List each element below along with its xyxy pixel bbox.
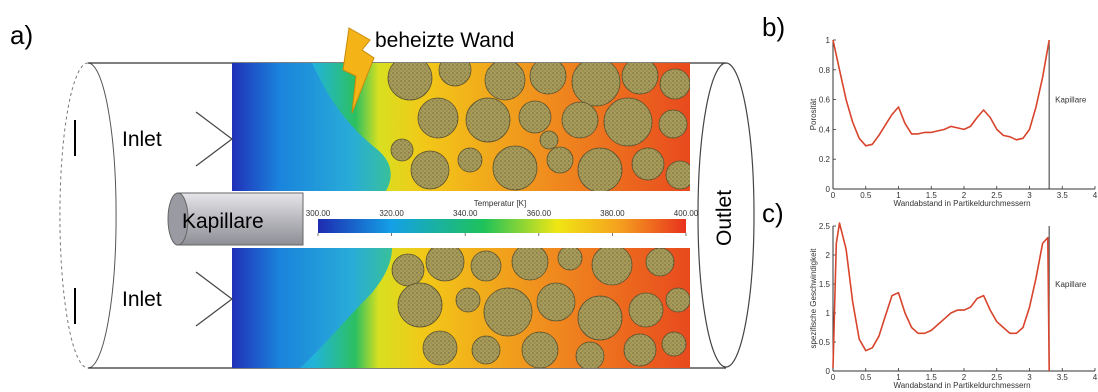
colorbar-tick-label: 400.00 [674,209,699,218]
lightning-icon [342,27,375,114]
chart-porosity: 0 0.5 1 1.5 2 2.5 3 3.5 400.20.40.60.81Wandabsta… [809,36,1098,208]
chart-velocity: 0 0.5 1 1.5 2 2.5 3 3.5 400.511.522.5Wandabstand… [809,222,1098,390]
colorbar-bar [318,219,686,233]
panel-a-label: a) [10,20,33,50]
tube-left-end [59,62,89,369]
capillary-vline-label: Kapillare [1055,96,1087,105]
colorbar-tick-label: 320.00 [379,209,404,218]
tube-right-end [697,62,755,368]
x-tick-label: 3.5 [1057,191,1069,200]
inlet-label-bottom: Inlet [122,288,162,311]
series-line [832,39,1050,147]
inlet-arrow-bottom [195,271,233,327]
panel-c-label: c) [762,198,784,228]
capillary-label: Kapillare [182,210,264,233]
x-tick-label: 2.5 [991,373,1003,382]
y-tick-label: 0.2 [819,155,831,164]
colorbar-tick-label: 340.00 [453,209,478,218]
colorbar: Temperatur [K] 300.00 320.00 340.00 360.00 3… [306,199,699,236]
y-tick-label: 0 [826,185,831,194]
y-tick-label: 0.5 [819,338,831,347]
y-tick-label: 1 [826,309,831,318]
colorbar-tick-label: 360.00 [527,209,552,218]
x-tick-label: 4 [1093,191,1098,200]
x-axis-label: Wandabstand in Partikeldurchmessern [893,199,1030,208]
x-tick-label: 1.5 [926,373,938,382]
y-tick-label: 0.6 [819,96,831,105]
y-axis-label: Porosität [809,98,818,130]
y-tick-label: 0.4 [819,125,831,134]
x-tick-label: 3.5 [1057,373,1069,382]
colorbar-tick-label: 380.00 [600,209,625,218]
colorbar-ticks: 300.00 320.00 340.00 360.00 380.00 400.00 [306,209,699,236]
x-tick-label: 0.5 [860,191,872,200]
x-tick-label: 0.5 [860,373,872,382]
x-tick-label: 2 [962,373,967,382]
y-tick-label: 2 [826,251,831,260]
capillary [167,192,304,246]
capillary-vline-label: Kapillare [1055,280,1087,289]
panel-b-label: b) [762,12,785,42]
outlet-label: Outlet [713,190,736,246]
inlet-label-top: Inlet [122,128,162,151]
particles-bottom [391,248,690,368]
y-axis-label: spezifische Geschwindigkeit [809,248,818,349]
tube-left-end-front [87,62,117,369]
y-tick-label: 2.5 [819,222,831,231]
x-tick-label: 0 [831,191,836,200]
colorbar-title: Temperatur [K] [474,199,526,208]
series-line [832,222,1050,372]
x-axis-label: Wandabstand in Partikeldurchmessern [893,381,1030,390]
x-tick-label: 4 [1093,373,1098,382]
x-tick-label: 0 [831,373,836,382]
particles-top [387,63,690,191]
y-tick-label: 0.8 [819,66,831,75]
x-tick-label: 1 [896,373,901,382]
y-tick-label: 1.5 [819,280,831,289]
temperature-field-top [232,63,690,191]
y-tick-label: 0 [826,367,831,376]
heated-wall-label: beheizte Wand [375,29,514,52]
x-tick-label: 1 [896,191,901,200]
colorbar-tick-label: 300.00 [306,209,331,218]
x-tick-label: 3 [1027,373,1032,382]
x-tick-label: 1.5 [926,191,938,200]
inlet-arrow-top [195,111,233,167]
temperature-field-bottom [232,248,690,368]
y-tick-label: 1 [826,36,831,45]
x-tick-label: 2 [962,191,967,200]
x-tick-label: 2.5 [991,191,1003,200]
x-tick-label: 3 [1027,191,1032,200]
